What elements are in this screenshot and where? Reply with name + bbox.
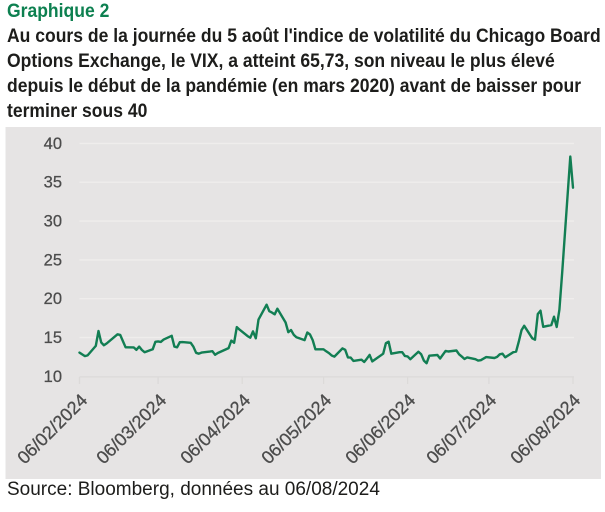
svg-text:10: 10: [44, 368, 62, 386]
svg-text:15: 15: [44, 329, 62, 347]
svg-text:40: 40: [44, 135, 62, 153]
svg-text:35: 35: [44, 174, 62, 192]
svg-text:30: 30: [44, 213, 62, 231]
svg-text:25: 25: [44, 251, 62, 269]
svg-text:20: 20: [44, 290, 62, 308]
